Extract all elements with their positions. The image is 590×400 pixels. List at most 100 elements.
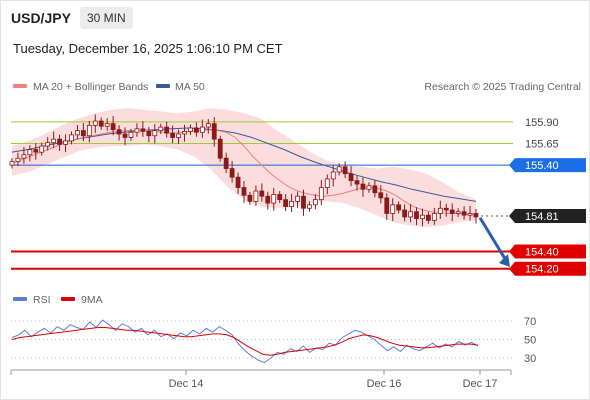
candle-body: [443, 207, 449, 211]
candle-body: [473, 213, 479, 218]
x-tick-label-dec17: Dec 17: [463, 378, 498, 390]
candle-body: [116, 129, 122, 135]
candle-body: [318, 187, 324, 201]
candle-body: [51, 138, 57, 144]
candle-body: [69, 134, 74, 142]
candle-body: [15, 157, 21, 163]
rsi-ma-legend-label: 9MA: [81, 294, 103, 306]
candle-body: [98, 120, 104, 127]
candle-body: [63, 140, 68, 145]
candle-body: [354, 180, 360, 185]
candle-body: [360, 183, 366, 190]
candle-body: [57, 138, 62, 145]
timeframe-button[interactable]: 30 MIN: [80, 7, 133, 29]
candle-body: [253, 190, 259, 202]
candle-body: [259, 190, 265, 197]
level-label-154-40: 154.40: [525, 246, 559, 258]
candle-body: [9, 161, 15, 166]
candle-body: [414, 211, 419, 220]
candle-body: [140, 128, 146, 132]
candle-body: [110, 123, 116, 131]
rsi-ma-line: [11, 327, 479, 356]
level-label-154-81: 154.81: [525, 211, 559, 223]
ma50-legend-swatch: [156, 84, 170, 88]
level-label-155-65: 155.65: [525, 139, 559, 151]
rsi-line: [11, 319, 479, 364]
candle-body: [295, 195, 300, 202]
candle-body: [45, 142, 51, 147]
candle-body: [390, 204, 396, 214]
candle-body: [384, 197, 390, 214]
candle-body: [158, 126, 164, 131]
level-label-155-40: 155.40: [525, 160, 559, 172]
candle-body: [426, 214, 431, 221]
ma20-legend-swatch: [13, 84, 27, 88]
candle-body: [21, 154, 27, 159]
rsi-ma-legend-swatch: [61, 297, 75, 301]
candle-body: [182, 131, 187, 135]
candle-body: [128, 131, 134, 138]
candle-body: [461, 211, 467, 216]
level-label-154-20: 154.20: [525, 264, 559, 276]
candle-body: [455, 211, 461, 214]
candle-body: [342, 166, 348, 175]
rsi-panel: 70 50 30: [11, 316, 536, 365]
candle-body: [235, 176, 241, 188]
forecast-arrow-head: [499, 254, 510, 267]
timestamp: Tuesday, December 16, 2025 1:06:10 PM CE…: [13, 41, 283, 56]
candle-body: [104, 123, 110, 127]
candle-body: [176, 133, 181, 138]
symbol-title: USD/JPY: [11, 10, 71, 26]
candle-body: [86, 124, 92, 137]
candle-body: [431, 213, 437, 221]
level-label-bg-154-81: [509, 209, 586, 224]
candle-body: [211, 123, 217, 140]
candle-body: [194, 127, 199, 133]
candle-body: [75, 130, 80, 136]
candle-body: [348, 173, 354, 182]
rsi-tick-label-30: 30: [524, 353, 536, 365]
candle-body: [92, 120, 98, 126]
level-label-155-90: 155.90: [525, 117, 559, 129]
candle-body: [307, 204, 312, 209]
ma20-legend-label: MA 20 + Bollinger Bands: [33, 81, 148, 93]
forecast-arrow-shaft: [478, 216, 509, 263]
candle-body: [289, 200, 294, 207]
x-tick-label-dec16: Dec 16: [367, 378, 402, 390]
candle-body: [205, 123, 211, 128]
chart-header: USD/JPY 30 MIN: [0, 0, 590, 36]
candle-body: [336, 166, 342, 173]
candle-body: [199, 126, 205, 133]
candle-body: [134, 128, 140, 133]
candle-body: [408, 211, 413, 218]
candle-body: [170, 132, 176, 138]
candle-body: [80, 130, 86, 137]
research-credit: Research © 2025 Trading Central: [424, 81, 581, 93]
candle-body: [247, 194, 253, 202]
candle-body: [372, 185, 378, 194]
candle-body: [277, 194, 283, 201]
candle-body: [283, 199, 289, 207]
level-label-bg-155-40: [509, 158, 586, 173]
candle-body: [301, 195, 306, 209]
candle-body: [324, 178, 330, 188]
candle-body: [312, 199, 318, 206]
candle-body: [467, 213, 473, 216]
candle-body: [366, 185, 372, 190]
candle-body: [164, 126, 170, 134]
candle-body: [396, 204, 402, 211]
candle-body: [27, 149, 33, 156]
candle-body: [122, 133, 128, 138]
level-label-bg-154-40: [509, 244, 586, 259]
candle-body: [152, 130, 158, 137]
x-tick-label-dec14: Dec 14: [169, 378, 204, 390]
candle-body: [217, 138, 223, 159]
candle-body: [223, 157, 229, 169]
rsi-legend-label: RSI: [33, 294, 51, 306]
rsi-tick-label-70: 70: [524, 316, 536, 328]
price-panel: 155.90 155.65 155.40 154.81 154.40 154.20: [9, 108, 586, 276]
rsi-tick-label-50: 50: [524, 335, 536, 347]
candle-body: [241, 187, 247, 196]
level-label-bg-154-20: [509, 261, 586, 276]
